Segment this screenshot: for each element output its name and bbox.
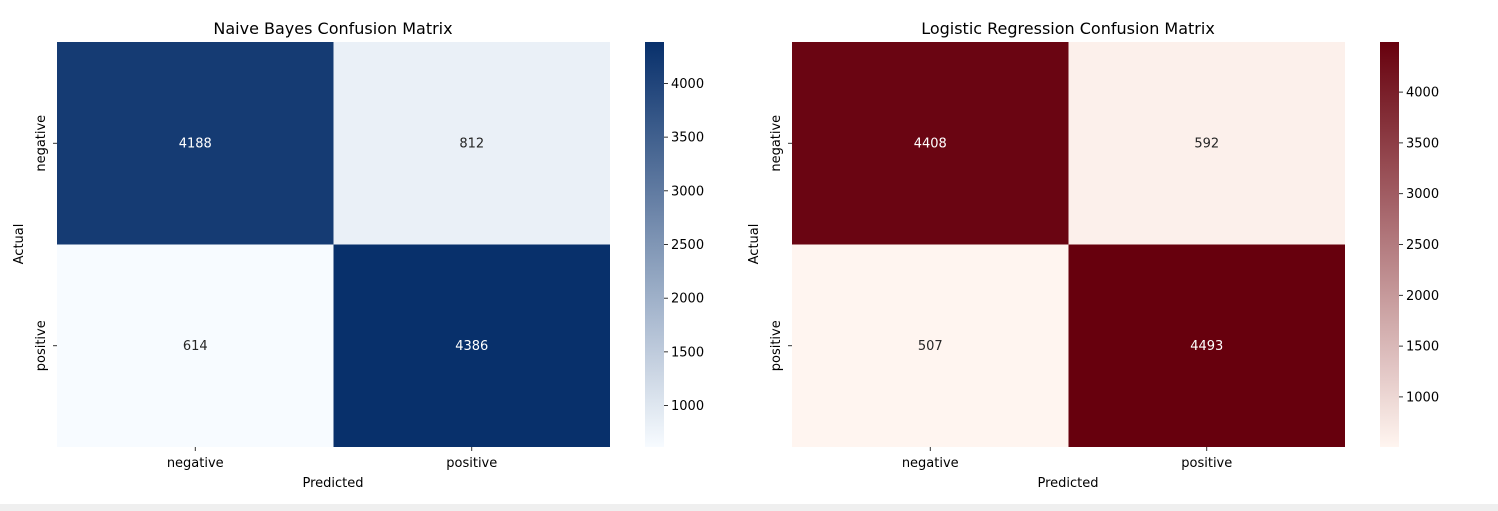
colorbar-gradient: [1380, 42, 1399, 447]
cell-value-label: 4408: [914, 136, 947, 151]
colorbar-tick-label: 3000: [671, 184, 704, 199]
x-tick-label: negative: [902, 456, 959, 471]
heatmap-cell: 507: [792, 244, 1069, 447]
colorbar-tick-label: 1500: [1406, 340, 1439, 355]
heatmap-cell: 614: [57, 244, 334, 447]
heatmap-cell-rect: [1068, 244, 1345, 447]
heatmap-cell-rect: [57, 244, 334, 447]
colorbar-tick-label: 4000: [1406, 86, 1439, 101]
cell-value-label: 592: [1194, 136, 1219, 151]
chart-title: Logistic Regression Confusion Matrix: [921, 19, 1215, 38]
cell-value-label: 614: [183, 339, 208, 354]
colorbar-gradient: [645, 42, 664, 447]
y-tick-label: negative: [34, 115, 49, 172]
heatmap-cell: 812: [333, 42, 610, 245]
colorbar-tick-label: 3000: [1406, 187, 1439, 202]
cell-value-label: 507: [918, 339, 943, 354]
heatmap-cells: 4408 592 507 4493: [792, 42, 1345, 447]
y-axis-label: Actual: [747, 224, 762, 265]
cell-value-label: 4493: [1190, 339, 1223, 354]
heatmap-cell: 4408: [792, 42, 1069, 245]
colorbar-tick-label: 3500: [671, 131, 704, 146]
colorbar-tick-label: 4000: [671, 77, 704, 92]
heatmap-cell-rect: [792, 42, 1069, 245]
heatmap-cell-rect: [57, 42, 334, 245]
cell-value-label: 4188: [179, 136, 212, 151]
x-axis-label: Predicted: [1037, 476, 1098, 491]
colorbar-tick-label: 3500: [1406, 136, 1439, 151]
y-tick-label: positive: [769, 320, 784, 371]
colorbar: 1000 1500 2000 2500 3000 3500 4000: [1380, 42, 1439, 447]
x-axis-ticks: negative positive: [902, 447, 1232, 471]
logistic-regression-panel: Logistic Regression Confusion Matrix 440…: [747, 19, 1439, 491]
colorbar-tick-label: 1500: [671, 345, 704, 360]
chart-title: Naive Bayes Confusion Matrix: [213, 19, 452, 38]
colorbar-tick-label: 2500: [1406, 238, 1439, 253]
heatmap-cells: 4188 812 614 4386: [57, 42, 610, 447]
y-axis-label: Actual: [12, 224, 27, 265]
colorbar-tick-label: 1000: [1406, 390, 1439, 405]
heatmap-cell-rect: [333, 244, 610, 447]
y-axis-ticks: negative positive: [769, 115, 792, 371]
cell-value-label: 4386: [455, 339, 488, 354]
y-tick-label: positive: [34, 320, 49, 371]
x-tick-label: positive: [446, 456, 497, 471]
colorbar-tick-label: 2000: [671, 292, 704, 307]
heatmap-cell: 4188: [57, 42, 334, 245]
heatmap-cell: 4386: [333, 244, 610, 447]
x-axis-ticks: negative positive: [167, 447, 497, 471]
heatmap-cell-rect: [333, 42, 610, 245]
heatmap-cell: 4493: [1068, 244, 1345, 447]
y-tick-label: negative: [769, 115, 784, 172]
heatmap-cell-rect: [792, 244, 1069, 447]
y-axis-ticks: negative positive: [34, 115, 57, 371]
x-tick-label: positive: [1181, 456, 1232, 471]
x-tick-label: negative: [167, 456, 224, 471]
colorbar-tick-label: 2000: [1406, 289, 1439, 304]
colorbar: 1000 1500 2000 2500 3000 3500 4000: [645, 42, 704, 447]
cell-value-label: 812: [459, 136, 484, 151]
colorbar-tick-label: 1000: [671, 399, 704, 414]
heatmap-cell: 592: [1068, 42, 1345, 245]
heatmap-cell-rect: [1068, 42, 1345, 245]
colorbar-tick-label: 2500: [671, 238, 704, 253]
bottom-strip: [0, 504, 1498, 511]
x-axis-label: Predicted: [302, 476, 363, 491]
